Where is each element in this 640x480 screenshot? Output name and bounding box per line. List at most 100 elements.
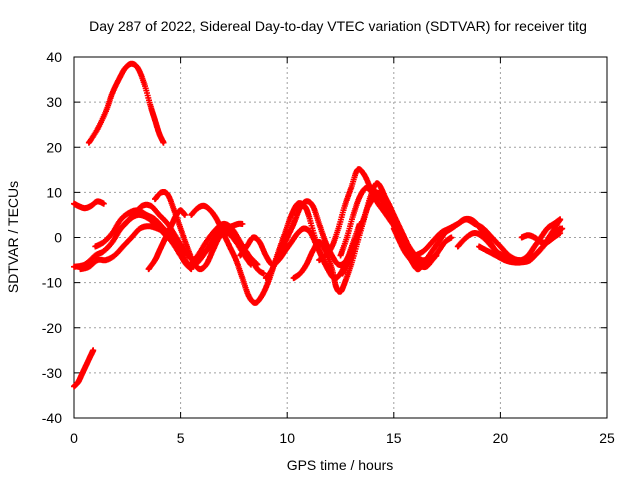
data-point: [110, 240, 114, 244]
data-point: [196, 206, 200, 210]
data-point: [360, 222, 364, 226]
data-point: [96, 199, 99, 203]
data-point: [240, 276, 244, 280]
data-point: [326, 267, 330, 271]
data-point: [204, 240, 208, 244]
data-point: [430, 258, 434, 262]
data-point: [302, 227, 306, 230]
data-point: [424, 265, 428, 269]
y-tick-label: 0: [54, 230, 62, 246]
data-point: [157, 132, 161, 136]
data-point: [481, 236, 485, 239]
data-point: [208, 208, 212, 212]
data-point: [221, 231, 225, 235]
data-point: [162, 227, 165, 230]
data-point: [157, 213, 161, 217]
data-point: [132, 213, 136, 217]
data-point: [253, 301, 257, 305]
data-point: [520, 236, 524, 239]
x-tick-label: 10: [279, 430, 295, 446]
data-point: [364, 186, 368, 190]
data-point: [456, 245, 460, 248]
data-point: [317, 222, 321, 226]
data-point: [102, 240, 106, 244]
series-arc-21: [476, 225, 566, 266]
data-point: [464, 236, 468, 239]
data-point: [264, 254, 268, 257]
data-point: [415, 267, 419, 271]
data-point: [121, 245, 125, 248]
data-point: [104, 258, 108, 262]
data-point: [123, 222, 127, 226]
data-point: [162, 141, 165, 145]
data-point: [140, 204, 144, 208]
data-point: [130, 236, 134, 239]
data-point: [307, 213, 310, 217]
data-point: [417, 263, 421, 267]
data-point: [72, 265, 76, 269]
data-point: [560, 227, 564, 230]
data-point: [87, 141, 91, 145]
data-point: [486, 249, 490, 253]
data-point: [345, 236, 349, 239]
data-point: [375, 199, 379, 203]
data-point: [102, 202, 106, 206]
data-point: [411, 258, 415, 262]
data-point: [204, 263, 208, 267]
data-point: [330, 245, 334, 248]
data-point: [153, 197, 157, 201]
data-point: [336, 227, 340, 230]
data-point: [76, 204, 80, 208]
data-point: [313, 236, 317, 239]
data-point: [262, 272, 266, 276]
data-point: [260, 294, 264, 298]
data-point: [85, 362, 89, 366]
data-point: [449, 236, 453, 239]
x-tick-label: 20: [493, 430, 509, 446]
data-point: [413, 254, 417, 257]
y-tick-label: 30: [46, 94, 62, 110]
data-point: [324, 254, 328, 257]
data-point: [296, 231, 300, 235]
data-point: [236, 222, 240, 226]
data-point: [349, 186, 353, 190]
data-point: [545, 227, 549, 230]
data-point: [481, 227, 485, 230]
data-point: [277, 249, 281, 253]
data-point: [330, 267, 334, 271]
data-point: [283, 249, 287, 253]
data-point: [302, 204, 306, 208]
chart-title: Day 287 of 2022, Sidereal Day-to-day VTE…: [89, 18, 587, 34]
data-point: [456, 222, 460, 226]
data-point: [430, 249, 434, 253]
data-point: [343, 281, 347, 285]
y-tick-label: 10: [46, 184, 62, 200]
data-point: [147, 224, 151, 228]
data-point: [174, 236, 178, 239]
data-point: [72, 384, 76, 388]
data-point: [473, 231, 477, 235]
data-point: [162, 240, 165, 244]
data-point: [76, 380, 80, 384]
data-point: [153, 118, 157, 122]
data-point: [439, 231, 443, 235]
data-point: [110, 91, 114, 95]
data-point: [494, 254, 498, 257]
data-point: [373, 195, 377, 199]
data-point: [347, 258, 351, 262]
series-arc-3: [71, 198, 107, 212]
data-point: [405, 249, 409, 253]
data-point: [72, 202, 76, 206]
data-point: [405, 240, 409, 244]
data-point: [166, 222, 170, 226]
y-tick-label: 20: [46, 139, 62, 155]
data-point: [234, 258, 238, 262]
data-point: [234, 240, 238, 244]
data-point: [255, 267, 259, 271]
data-point: [249, 263, 253, 267]
data-point: [104, 109, 108, 113]
data-point: [292, 276, 296, 280]
data-point: [528, 258, 532, 262]
series-arc-2: [71, 347, 97, 390]
data-point: [215, 217, 219, 221]
